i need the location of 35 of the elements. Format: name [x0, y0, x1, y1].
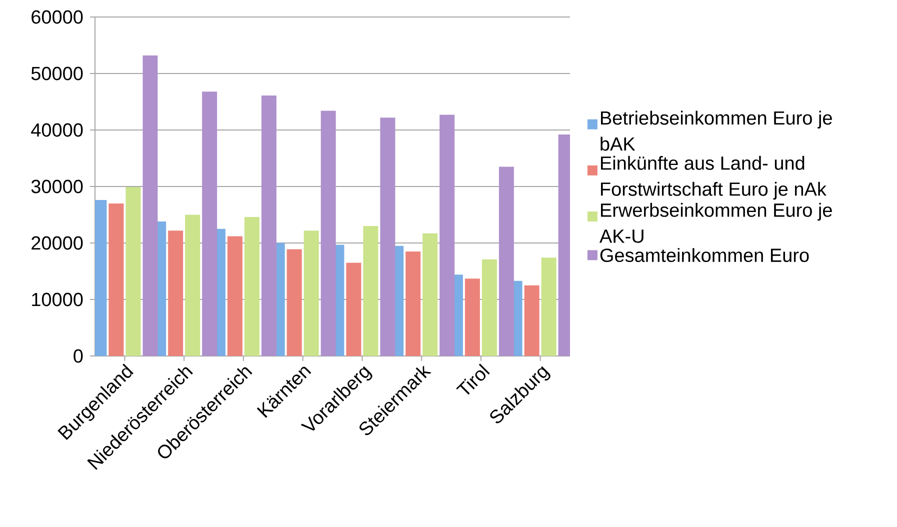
bar	[363, 226, 378, 356]
y-tick-label: 0	[74, 349, 83, 363]
bar	[482, 259, 497, 356]
bar	[320, 110, 336, 356]
bar	[244, 217, 260, 356]
bar	[227, 236, 242, 356]
y-tick-label: 60000	[32, 10, 83, 24]
bar	[346, 262, 362, 356]
legend-label: Erwerbseinkommen Euro je AK-U	[599, 202, 832, 243]
legend-label: Betriebseinkommen Euro je bAK	[600, 110, 832, 151]
y-tick-label: 20000	[32, 236, 83, 250]
bar	[202, 92, 218, 356]
bar	[422, 233, 438, 356]
bar	[541, 258, 556, 356]
bar	[168, 230, 184, 356]
bar	[406, 251, 421, 356]
x-tick-label: Tirol	[456, 364, 490, 395]
bar	[185, 214, 200, 356]
bar	[108, 203, 124, 356]
bar	[380, 118, 396, 356]
bar	[142, 55, 158, 356]
legend-label: Gesamteinkommen Euro	[600, 248, 809, 262]
y-tick-label: 40000	[31, 123, 83, 137]
bar	[304, 230, 319, 356]
bar	[440, 114, 455, 356]
bar	[286, 249, 302, 356]
y-tick-label: 30000	[31, 180, 83, 194]
bar	[126, 187, 141, 356]
bar	[464, 278, 480, 356]
bar	[498, 166, 514, 356]
bar	[524, 285, 540, 356]
y-tick-label: 10000	[32, 292, 83, 306]
y-tick-label: 50000	[31, 66, 83, 80]
legend-label: Einkünfte aus Land- und Forstwirtschaft Euro je nAk	[601, 156, 826, 200]
bar	[261, 96, 276, 356]
